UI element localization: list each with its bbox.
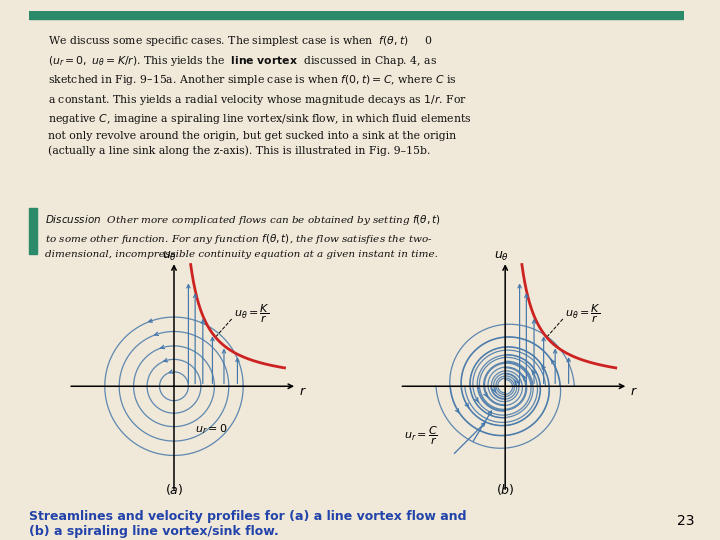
Text: $u_r = 0$: $u_r = 0$ [195,422,228,436]
Text: $(a)$: $(a)$ [165,482,183,497]
Text: (b) a spiraling line vortex/sink flow.: (b) a spiraling line vortex/sink flow. [29,525,279,538]
Text: We discuss some specific cases. The simplest case is when  $f(\theta, t)$     0
: We discuss some specific cases. The simp… [48,35,472,156]
Text: $r$: $r$ [630,385,638,398]
Bar [29,208,37,254]
Text: 23: 23 [678,514,695,528]
Text: $r$: $r$ [299,385,307,398]
Bar [29,11,684,19]
Text: $u_\theta = \dfrac{K}{r}$: $u_\theta = \dfrac{K}{r}$ [233,302,269,325]
Text: $u_\theta$: $u_\theta$ [494,251,509,264]
Text: Streamlines and velocity profiles for (a) a line vortex flow and: Streamlines and velocity profiles for (a… [29,510,467,523]
Text: $\mathit{Discussion}$  Other more complicated flows can be obtained by setting $: $\mathit{Discussion}$ Other more complic… [45,213,441,259]
Text: $(b)$: $(b)$ [496,482,515,497]
Text: $u_\theta = \dfrac{K}{r}$: $u_\theta = \dfrac{K}{r}$ [564,302,600,325]
Text: $u_\theta$: $u_\theta$ [163,251,178,264]
Text: $u_r = \dfrac{C}{r}$: $u_r = \dfrac{C}{r}$ [404,424,438,447]
